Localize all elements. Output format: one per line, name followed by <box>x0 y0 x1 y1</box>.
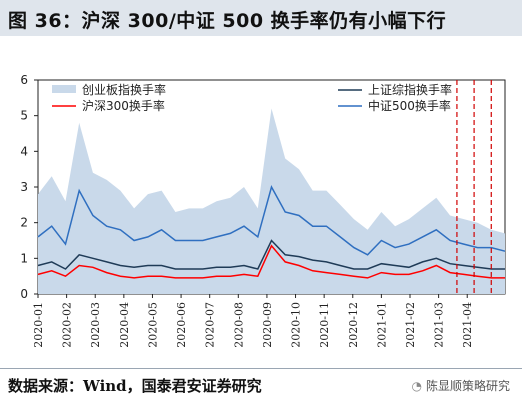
legend-label: 沪深300换手率 <box>82 98 165 113</box>
title-bar <box>0 0 522 36</box>
x-tick-label: 2020-12 <box>347 302 360 348</box>
y-tick-label: 3 <box>20 180 28 194</box>
data-source: 数据来源：Wind，国泰君安证券研究 <box>8 377 262 395</box>
legend-label: 上证综指换手率 <box>368 82 452 97</box>
y-tick-label: 4 <box>20 144 28 158</box>
series-area-chinext <box>38 108 505 294</box>
watermark-text: 陈显顺策略研究 <box>425 379 510 393</box>
x-tick-label: 2020-07 <box>204 302 217 348</box>
series-line-hs300 <box>37 244 505 279</box>
x-tick-label: 2020-09 <box>261 302 274 348</box>
x-tick-label: 2021-04 <box>461 302 474 348</box>
legend-label: 创业板指换手率 <box>82 82 166 97</box>
x-tick-label: 2020-05 <box>146 302 159 348</box>
x-tick-label: 2020-08 <box>232 302 245 348</box>
x-tick-label: 2020-02 <box>61 302 74 348</box>
y-tick-label: 2 <box>20 216 28 230</box>
figure-title: 图 36：沪深 300/中证 500 换手率仍有小幅下行 <box>8 10 447 32</box>
legend-swatch <box>52 85 76 93</box>
y-tick-label: 0 <box>20 287 28 301</box>
x-tick-label: 2020-04 <box>118 302 131 348</box>
y-tick-label: 6 <box>20 73 28 87</box>
x-tick-label: 2020-01 <box>32 302 45 348</box>
x-tick-label: 2021-02 <box>404 302 417 348</box>
turnover-chart: 0 1 2 3 4 5 6 2020-01 2020-02 2020-03 2020-04 2020-… <box>20 73 506 348</box>
legend-label: 中证500换手率 <box>368 98 451 113</box>
source-divider <box>0 368 522 369</box>
x-tick-label: 2020-10 <box>290 302 303 348</box>
watermark: ◔ 陈显顺策略研究 <box>412 377 511 394</box>
series-line-zz500 <box>37 185 506 256</box>
y-tick-label: 1 <box>20 251 28 265</box>
wechat-icon: ◔ <box>411 379 422 393</box>
x-tick-label: 2020-11 <box>318 302 331 348</box>
y-tick-label: 5 <box>20 109 28 123</box>
series-line-sse <box>37 239 505 270</box>
x-tick-label: 2020-03 <box>89 302 102 348</box>
x-tick-label: 2020-06 <box>175 302 188 348</box>
x-tick-label: 2021-01 <box>375 302 388 348</box>
x-tick-label: 2021-03 <box>433 302 446 348</box>
